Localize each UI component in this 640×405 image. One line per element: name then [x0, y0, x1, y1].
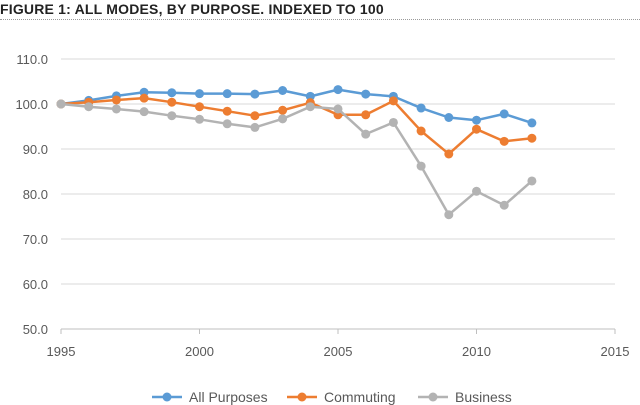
series-line [59, 96, 534, 156]
y-tick-label: 70.0 [23, 232, 48, 247]
y-tick-label: 90.0 [23, 142, 48, 157]
data-point [250, 89, 260, 99]
data-point [444, 210, 454, 220]
legend-swatch-marker [428, 392, 438, 402]
data-point [195, 114, 204, 124]
data-point [527, 133, 537, 143]
data-point [416, 161, 426, 171]
data-point [444, 113, 454, 122]
gridlines [61, 58, 615, 285]
data-point [305, 102, 315, 112]
legend-item: Commuting [287, 389, 396, 405]
data-point [499, 200, 509, 210]
data-point [278, 105, 288, 115]
x-tick-label: 2005 [324, 344, 353, 359]
data-point [111, 104, 121, 114]
data-point [84, 102, 94, 112]
axes: 50.0 60.0 70.0 80.0 90.0 100.0 110.0 1995 2000 20… [15, 52, 629, 359]
data-point [499, 136, 509, 146]
y-tick-label: 80.0 [23, 187, 48, 202]
data-point [167, 111, 177, 121]
y-tick-label: 50.0 [23, 322, 48, 337]
legend-item: All Purposes [152, 389, 268, 405]
legend-swatch-marker [162, 392, 172, 402]
data-point [167, 88, 177, 98]
data-point [250, 122, 260, 132]
data-point [195, 102, 204, 112]
data-point [388, 117, 398, 127]
data-point [472, 186, 481, 196]
data-point [499, 109, 509, 119]
data-point [305, 91, 315, 101]
legend-label: All Purposes [189, 389, 268, 405]
data-point [527, 118, 537, 128]
series-line [59, 88, 534, 125]
data-point [527, 176, 537, 186]
data-point [388, 96, 398, 106]
data-point [472, 115, 481, 125]
y-tick-label: 100.0 [15, 97, 48, 112]
data-point [472, 124, 481, 134]
data-point [222, 119, 232, 129]
y-tick-label: 60.0 [23, 277, 48, 292]
data-point [361, 129, 371, 139]
x-tick-label: 2010 [462, 344, 491, 359]
data-point [222, 106, 232, 116]
x-tick-label: 2000 [185, 344, 214, 359]
data-point [111, 95, 121, 105]
data-point [222, 89, 232, 99]
data-point [333, 85, 343, 95]
data-point [361, 89, 371, 99]
data-point [139, 107, 149, 117]
figure-title: FIGURE 1: ALL MODES, BY PURPOSE. INDEXED… [0, 0, 640, 20]
data-point [361, 110, 371, 120]
legend-label: Business [455, 389, 512, 405]
data-point [56, 99, 66, 109]
legend: All Purposes Commuting Business [152, 389, 512, 405]
data-point [416, 103, 426, 113]
legend-item: Business [418, 389, 512, 405]
legend-label: Commuting [324, 389, 396, 405]
data-point [416, 126, 426, 136]
data-point [444, 149, 454, 159]
data-point [278, 114, 288, 124]
data-point [139, 93, 149, 103]
series-line [59, 102, 534, 216]
data-point [278, 86, 288, 95]
series-group [56, 85, 537, 220]
legend-swatch-marker [297, 392, 307, 402]
x-tick-label: 2015 [601, 344, 630, 359]
series-business [56, 99, 537, 220]
data-point [333, 104, 343, 114]
x-tick-label: 1995 [47, 344, 76, 359]
y-tick-label: 110.0 [16, 52, 48, 67]
data-point [250, 111, 260, 121]
data-point [167, 97, 177, 107]
data-point [195, 89, 204, 99]
